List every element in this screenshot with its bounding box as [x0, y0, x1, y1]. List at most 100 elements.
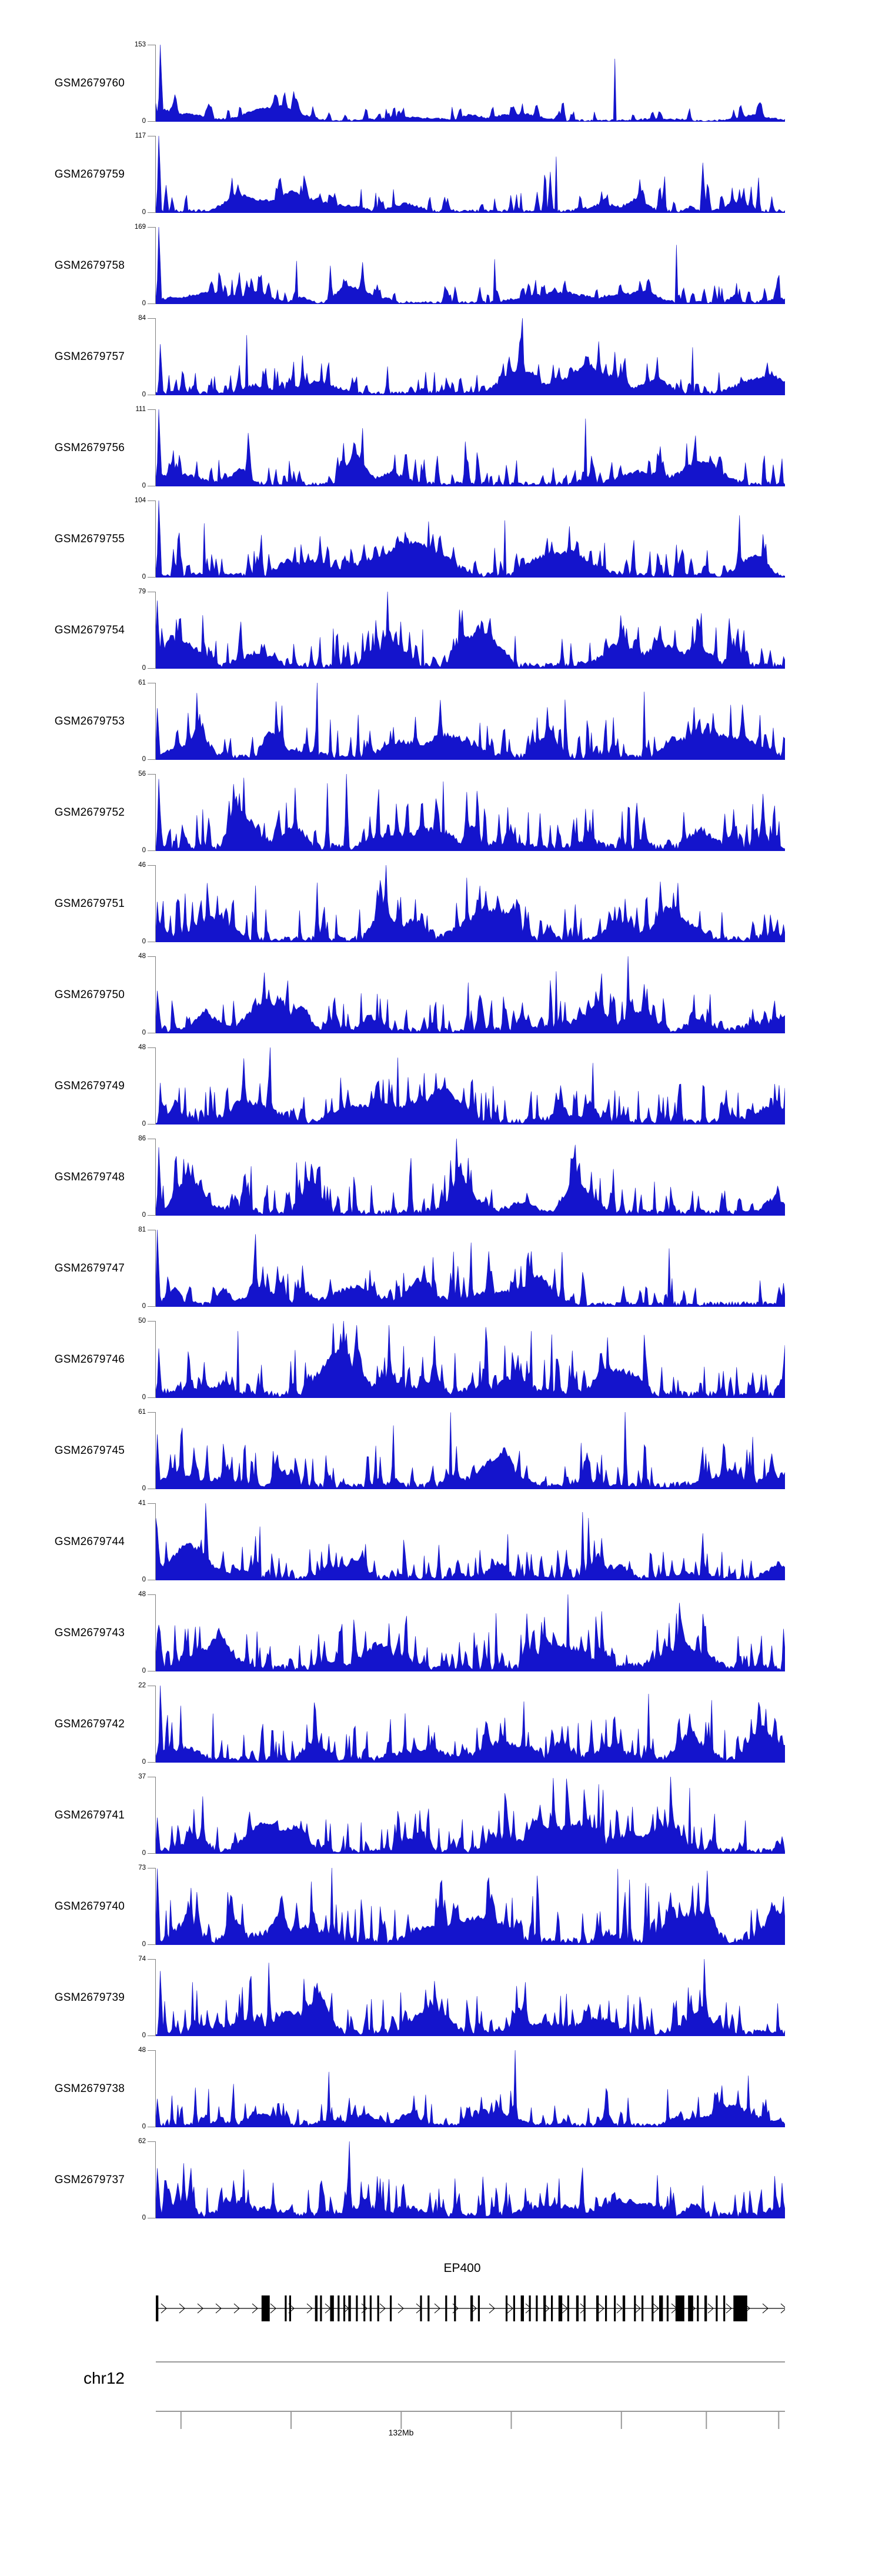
coverage-plot[interactable]	[156, 1047, 785, 1125]
axis-vertical-rule	[155, 865, 156, 942]
gene-annotation-track: EP400	[0, 2261, 882, 2341]
coverage-plot[interactable]	[156, 409, 785, 486]
signal-track[interactable]: GSM2679753 61 0	[0, 676, 882, 767]
track-axis: 56 0	[125, 770, 155, 853]
track-label: GSM2679748	[54, 1170, 125, 1183]
strand-arrow-icon	[306, 2303, 313, 2314]
signal-track[interactable]: GSM2679746 50 0	[0, 1314, 882, 1405]
axis-min-label: 0	[142, 1302, 146, 1310]
gene-exon	[558, 2295, 563, 2321]
signal-track[interactable]: GSM2679756 111 0	[0, 402, 882, 493]
signal-track[interactable]: GSM2679749 48 0	[0, 1040, 882, 1132]
track-axis: 62 0	[125, 2138, 155, 2221]
coverage-plot[interactable]	[156, 136, 785, 213]
axis-min-label: 0	[142, 755, 146, 763]
coverage-area	[156, 1868, 785, 1945]
axis-max-label: 46	[138, 862, 146, 869]
coverage-plot[interactable]	[156, 45, 785, 122]
coverage-plot[interactable]	[156, 1139, 785, 1216]
coverage-plot[interactable]	[156, 683, 785, 760]
coverage-plot[interactable]	[156, 1686, 785, 1763]
track-axis: 48 0	[125, 2047, 155, 2130]
track-label: GSM2679758	[54, 259, 125, 272]
coverage-plot[interactable]	[156, 318, 785, 395]
axis-tick-top	[148, 1321, 155, 1322]
gene-exon	[675, 2295, 684, 2321]
coverage-plot[interactable]	[156, 500, 785, 578]
coverage-plot[interactable]	[156, 1868, 785, 1945]
gene-exon	[289, 2295, 291, 2321]
coverage-area	[156, 1230, 785, 1307]
coverage-plot[interactable]	[156, 1503, 785, 1580]
coverage-plot[interactable]	[156, 1321, 785, 1398]
coverage-plot[interactable]	[156, 956, 785, 1033]
coverage-plot[interactable]	[156, 1412, 785, 1489]
axis-vertical-rule	[155, 1686, 156, 1763]
axis-max-label: 48	[138, 1044, 146, 1051]
axis-min-label: 0	[142, 1849, 146, 1857]
coverage-plot[interactable]	[156, 227, 785, 304]
strand-arrow-icon	[580, 2303, 586, 2314]
signal-track[interactable]: GSM2679759 117 0	[0, 129, 882, 220]
coverage-plot[interactable]	[156, 2141, 785, 2218]
coverage-plot[interactable]	[156, 592, 785, 669]
signal-track[interactable]: GSM2679737 62 0	[0, 2134, 882, 2225]
coverage-plot[interactable]	[156, 1959, 785, 2036]
signal-track[interactable]: GSM2679751 46 0	[0, 858, 882, 949]
coverage-plot[interactable]	[156, 774, 785, 851]
coverage-plot[interactable]	[156, 1230, 785, 1307]
track-axis: 41 0	[125, 1500, 155, 1583]
axis-tick-top	[148, 2050, 155, 2051]
coverage-plot[interactable]	[156, 2050, 785, 2127]
signal-track[interactable]: GSM2679741 37 0	[0, 1770, 882, 1861]
axis-tick-top	[148, 1594, 155, 1595]
strand-arrow-icon	[489, 2303, 495, 2314]
track-label: GSM2679757	[54, 350, 125, 363]
signal-track[interactable]: GSM2679745 61 0	[0, 1405, 882, 1496]
strand-arrow-icon	[653, 2303, 659, 2314]
track-axis: 22 0	[125, 1682, 155, 1765]
coverage-area	[156, 592, 785, 669]
signal-track[interactable]: GSM2679758 169 0	[0, 220, 882, 311]
signal-track[interactable]: GSM2679748 86 0	[0, 1132, 882, 1223]
axis-min-label: 0	[142, 1484, 146, 1492]
signal-track[interactable]: GSM2679752 56 0	[0, 767, 882, 858]
axis-vertical-rule	[155, 1777, 156, 1854]
coverage-plot[interactable]	[156, 865, 785, 942]
signal-track[interactable]: GSM2679757 84 0	[0, 311, 882, 402]
signal-track[interactable]: GSM2679739 74 0	[0, 1952, 882, 2043]
signal-track[interactable]: GSM2679738 48 0	[0, 2043, 882, 2134]
axis-max-label: 61	[138, 1409, 146, 1416]
signal-track[interactable]: GSM2679744 41 0	[0, 1496, 882, 1587]
gene-exon	[652, 2295, 654, 2321]
signal-track[interactable]: GSM2679740 73 0	[0, 1861, 882, 1952]
signal-track[interactable]: GSM2679750 48 0	[0, 949, 882, 1040]
track-label: GSM2679737	[54, 2173, 125, 2186]
axis-tick-top	[148, 227, 155, 228]
signal-track[interactable]: GSM2679754 79 0	[0, 585, 882, 676]
signal-track[interactable]: GSM2679755 104 0	[0, 493, 882, 585]
coverage-plot[interactable]	[156, 1777, 785, 1854]
axis-vertical-rule	[155, 1047, 156, 1125]
strand-arrow-icon	[379, 2303, 386, 2314]
axis-min-label: 0	[142, 1667, 146, 1674]
coverage-plot[interactable]	[156, 1594, 785, 1671]
axis-tick-bottom	[148, 1215, 155, 1216]
axis-min-label: 0	[142, 664, 146, 672]
axis-min-label: 0	[142, 482, 146, 489]
axis-max-label: 86	[138, 1135, 146, 1142]
strand-arrow-icon	[434, 2303, 440, 2314]
signal-track[interactable]: GSM2679760 153 0	[0, 38, 882, 129]
gene-exon	[363, 2295, 366, 2321]
track-label: GSM2679738	[54, 2082, 125, 2095]
strand-arrow-icon	[616, 2303, 623, 2314]
gene-exon	[583, 2295, 586, 2321]
track-axis: 79 0	[125, 588, 155, 672]
signal-track[interactable]: GSM2679747 81 0	[0, 1223, 882, 1314]
gene-exon	[529, 2295, 531, 2321]
coverage-area	[156, 1777, 785, 1854]
coverage-area	[156, 865, 785, 942]
track-label: GSM2679743	[54, 1626, 125, 1639]
signal-track[interactable]: GSM2679742 22 0	[0, 1679, 882, 1770]
signal-track[interactable]: GSM2679743 48 0	[0, 1587, 882, 1679]
